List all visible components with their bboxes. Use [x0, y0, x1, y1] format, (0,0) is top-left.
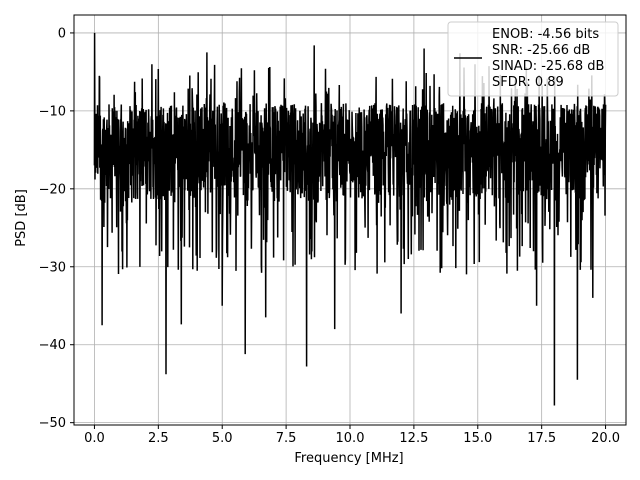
legend-box: [447, 21, 619, 97]
x-tick-label: 12.5: [399, 431, 428, 446]
x-tick-label: 0.0: [84, 431, 105, 446]
legend-entry-enob: ENOB: -4.56 bits: [492, 27, 599, 42]
legend: ENOB: -4.56 bits SNR: -25.66 dB SINAD: -…: [447, 21, 619, 97]
y-tick-label: −50: [39, 416, 66, 431]
tick-layer: 0.0 2.5 5.0 7.5 10.0 12.5 15.0 17.5 20.0 0 −10 −20 −…: [39, 26, 620, 446]
legend-entry-sinad: SINAD: -25.68 dB: [492, 59, 604, 74]
y-tick-label: −20: [39, 182, 66, 197]
x-tick-label: 15.0: [463, 431, 492, 446]
x-tick-label: 17.5: [527, 431, 556, 446]
x-tick-label: 2.5: [148, 431, 169, 446]
x-tick-label: 7.5: [276, 431, 297, 446]
x-tick-label: 10.0: [336, 431, 365, 446]
y-axis-label: PSD [dB]: [14, 189, 29, 247]
x-axis-label: Frequency [MHz]: [294, 451, 403, 466]
legend-entry-sfdr: SFDR: 0.89: [492, 75, 564, 90]
y-tick-label: −10: [39, 104, 66, 119]
y-tick-label: −30: [39, 260, 66, 275]
data-layer: [93, 32, 607, 406]
legend-entry-snr: SNR: -25.66 dB: [492, 43, 590, 58]
y-tick-label: −40: [39, 338, 66, 353]
x-tick-label: 20.0: [591, 431, 620, 446]
psd-series-line: [93, 32, 607, 406]
y-tick-label: 0: [58, 26, 66, 41]
x-tick-label: 5.0: [212, 431, 233, 446]
